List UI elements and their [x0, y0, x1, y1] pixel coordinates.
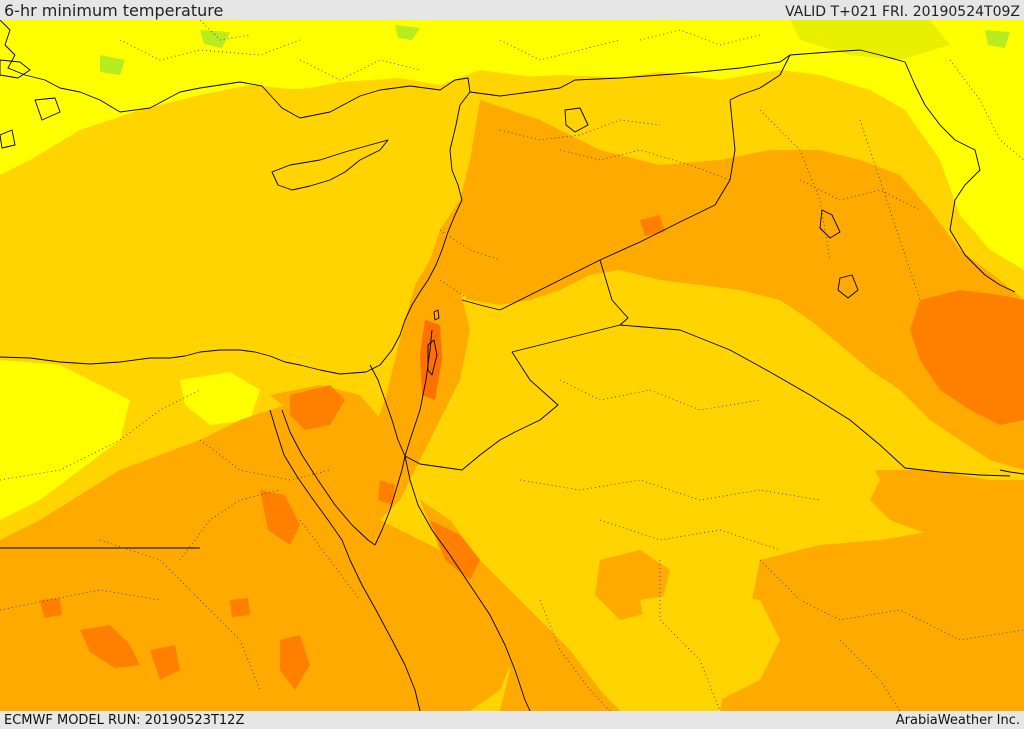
coastlines: [0, 20, 1024, 711]
field-yellow-sinai: [180, 372, 260, 425]
field-darkorange-small-c: [640, 215, 665, 236]
brand-label[interactable]: ArabiaWeather Inc.: [895, 713, 1020, 728]
coast-aegean-b: [34, 97, 61, 121]
field-yellowgreen-ne: [790, 20, 950, 60]
coast-cyprus: [271, 139, 389, 191]
footer-bar: ECMWF MODEL RUN: 20190523T12Z ArabiaWeat…: [0, 711, 1024, 729]
field-green-nw-a: [100, 55, 125, 75]
border-jordan-israel: [404, 329, 433, 457]
field-orange-egypt: [0, 400, 520, 711]
field-darkorange-egypt-b: [260, 490, 300, 545]
coast-lake-c: [564, 107, 589, 133]
border-syria-iraq-south: [499, 99, 736, 311]
field-yellow-west: [0, 360, 130, 520]
map-title: 6-hr minimum temperature: [4, 1, 224, 20]
border-turkey-iraq-iran: [789, 49, 1016, 293]
coast-lake-a: [819, 209, 841, 239]
field-darkorange-small-b: [230, 598, 250, 617]
field-darkorange-egypt-a: [80, 625, 140, 668]
field-darkorange-rift: [420, 320, 442, 400]
field-yellow-north: [0, 20, 1024, 270]
border-syria-iraq: [729, 54, 791, 101]
border-jordan-saudi: [404, 324, 621, 471]
coast-aegean-a: [0, 59, 31, 79]
field-gold-south: [640, 590, 780, 700]
coast-gulf-suez: [269, 409, 421, 711]
temperature-map[interactable]: [0, 20, 1024, 711]
field-darkorange-sinai: [290, 385, 345, 430]
coast-gulf-aqaba: [374, 455, 406, 546]
header-bar: 6-hr minimum temperature VALID T+021 FRI…: [0, 0, 1024, 20]
field-darkorange-iraq: [910, 290, 1024, 425]
valid-time-label: VALID T+021 FRI. 20190524T09Z: [785, 4, 1020, 20]
border-turkey-syria: [469, 54, 791, 97]
coast-turkey-west: [0, 20, 121, 113]
coast-galilee: [433, 309, 440, 321]
coast-turkey-south: [119, 77, 471, 186]
field-green-nw-c: [200, 30, 230, 48]
field-gold-med: [0, 84, 470, 375]
field-gold-plateau: [500, 290, 880, 560]
map-canvas: [0, 20, 1024, 711]
field-orange-levant-iraq: [430, 100, 1024, 470]
field-orange-saudi-e: [720, 515, 1024, 711]
border-jordan-iraq: [599, 259, 629, 326]
field-darkorange-egypt-c: [150, 645, 180, 680]
field-orange-gulf: [870, 470, 1024, 540]
coast-arabia-west: [404, 455, 531, 711]
coast-gulf-north: [999, 469, 1024, 475]
field-green-e: [985, 30, 1010, 48]
field-darkorange-egypt-d: [280, 635, 310, 690]
border-syria-jordan: [461, 299, 501, 311]
country-borders: [0, 49, 1016, 549]
field-darkorange-egypt-e: [40, 598, 62, 618]
coast-lake-b: [837, 274, 859, 299]
field-darkorange-coast: [430, 520, 480, 580]
model-run-label: ECMWF MODEL RUN: 20190523T12Z: [4, 713, 245, 728]
coast-sinai-west: [281, 409, 376, 546]
coast-levant: [365, 184, 463, 373]
province-borders: [0, 20, 1024, 711]
field-green-nw-b: [395, 25, 420, 40]
coast-egypt-north: [0, 349, 367, 375]
border-saudi-iraq: [619, 324, 1011, 477]
field-darkorange-small-a: [378, 480, 395, 505]
border-israel-egypt: [369, 364, 406, 457]
coast-aegean-c: [0, 129, 16, 149]
